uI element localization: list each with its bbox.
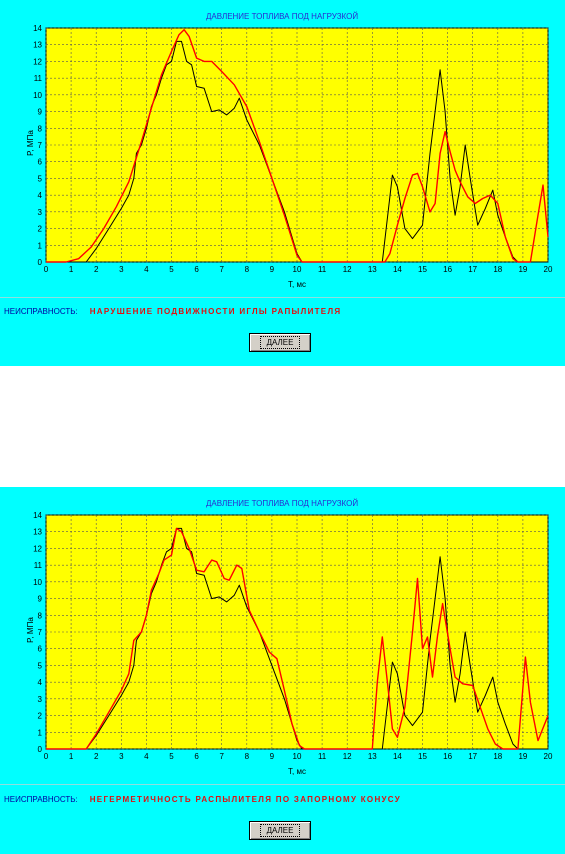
y-tick-label: 9 xyxy=(38,595,43,604)
x-tick-label: 19 xyxy=(518,752,527,761)
pressure-chart-1: ДАВЛЕНИЕ ТОПЛИВА ПОД НАГРУЗКОЙ P, МПа T,… xyxy=(26,12,553,289)
x-tick-label: 0 xyxy=(44,752,49,761)
x-tick-label: 11 xyxy=(318,752,327,761)
fault-label: НЕИСПРАВНОСТЬ: xyxy=(4,795,78,804)
x-tick-label: 8 xyxy=(245,752,250,761)
x-tick-label: 7 xyxy=(219,752,224,761)
x-axis-label: T, мс xyxy=(288,280,306,289)
fault-value: НАРУШЕНИЕ ПОДВИЖНОСТИ ИГЛЫ РАПЫЛИТЕЛЯ xyxy=(89,307,342,316)
x-tick-label: 10 xyxy=(293,752,302,761)
x-tick-label: 2 xyxy=(94,752,99,761)
y-tick-label: 6 xyxy=(38,158,43,167)
y-tick-label: 1 xyxy=(38,728,43,737)
next-button-label: ДАЛЕЕ xyxy=(259,336,301,349)
result-panel-1: ДАВЛЕНИЕ ТОПЛИВА ПОД НАГРУЗКОЙ P, МПа T,… xyxy=(0,0,565,366)
x-tick-label: 1 xyxy=(69,265,74,274)
y-tick-label: 0 xyxy=(38,745,43,754)
x-tick-label: 6 xyxy=(194,752,199,761)
x-tick-label: 13 xyxy=(368,752,377,761)
divider xyxy=(0,784,565,785)
chart-title: ДАВЛЕНИЕ ТОПЛИВА ПОД НАГРУЗКОЙ xyxy=(206,499,358,508)
result-panel-2: ДАВЛЕНИЕ ТОПЛИВА ПОД НАГРУЗКОЙ P, МПа T,… xyxy=(0,487,565,854)
x-tick-label: 16 xyxy=(443,265,452,274)
y-axis-label: P, МПа xyxy=(26,617,35,643)
x-tick-label: 18 xyxy=(493,752,502,761)
fault-row: НЕИСПРАВНОСТЬ: НЕГЕРМЕТИЧНОСТЬ РАСПЫЛИТЕЛ… xyxy=(4,795,401,804)
x-tick-label: 18 xyxy=(493,265,502,274)
x-tick-label: 13 xyxy=(368,265,377,274)
model-pressure-line xyxy=(46,527,549,750)
y-tick-label: 7 xyxy=(38,141,43,150)
x-tick-label: 7 xyxy=(219,265,224,274)
y-tick-label: 14 xyxy=(33,24,42,33)
fault-label: НЕИСПРАВНОСТЬ: xyxy=(4,307,78,316)
y-tick-label: 8 xyxy=(38,124,43,133)
y-tick-label: 12 xyxy=(33,57,42,66)
y-tick-label: 2 xyxy=(38,712,43,721)
x-tick-label: 20 xyxy=(544,265,553,274)
fault-row: НЕИСПРАВНОСТЬ: НАРУШЕНИЕ ПОДВИЖНОСТИ ИГЛЫ… xyxy=(4,307,341,316)
y-tick-label: 2 xyxy=(38,225,43,234)
x-tick-label: 5 xyxy=(169,752,174,761)
y-tick-label: 1 xyxy=(38,241,43,250)
x-axis-label: T, мс xyxy=(288,767,306,776)
x-tick-label: 4 xyxy=(144,752,149,761)
x-tick-label: 2 xyxy=(94,265,99,274)
x-tick-label: 9 xyxy=(270,265,275,274)
y-tick-label: 11 xyxy=(34,561,43,570)
y-tick-label: 4 xyxy=(38,191,43,200)
y-tick-label: 10 xyxy=(33,578,42,587)
x-tick-label: 3 xyxy=(119,752,124,761)
y-tick-label: 14 xyxy=(33,511,42,520)
x-tick-label: 1 xyxy=(69,752,74,761)
y-tick-label: 5 xyxy=(38,174,43,183)
x-tick-label: 17 xyxy=(468,752,477,761)
chart-title: ДАВЛЕНИЕ ТОПЛИВА ПОД НАГРУЗКОЙ xyxy=(206,12,358,21)
model-pressure-line xyxy=(46,29,549,263)
x-tick-label: 3 xyxy=(119,265,124,274)
x-tick-label: 0 xyxy=(44,265,49,274)
measured-pressure-line xyxy=(46,40,548,263)
y-axis-label: P, МПа xyxy=(26,130,35,156)
x-tick-label: 8 xyxy=(245,265,250,274)
next-button-label: ДАЛЕЕ xyxy=(259,824,301,837)
next-button[interactable]: ДАЛЕЕ xyxy=(249,333,311,352)
y-tick-label: 3 xyxy=(38,695,43,704)
y-tick-label: 7 xyxy=(38,628,43,637)
x-tick-label: 12 xyxy=(343,265,352,274)
y-tick-label: 9 xyxy=(38,108,43,117)
x-tick-label: 9 xyxy=(270,752,275,761)
y-tick-label: 6 xyxy=(38,645,43,654)
y-tick-label: 8 xyxy=(38,611,43,620)
x-tick-label: 20 xyxy=(544,752,553,761)
y-tick-label: 13 xyxy=(33,528,42,537)
x-tick-label: 4 xyxy=(144,265,149,274)
y-tick-label: 3 xyxy=(38,208,43,217)
x-tick-label: 11 xyxy=(318,265,327,274)
x-tick-label: 12 xyxy=(343,752,352,761)
x-tick-label: 10 xyxy=(293,265,302,274)
x-tick-label: 5 xyxy=(169,265,174,274)
y-tick-label: 10 xyxy=(33,91,42,100)
next-button[interactable]: ДАЛЕЕ xyxy=(249,821,311,840)
y-tick-label: 5 xyxy=(38,661,43,670)
fault-value: НЕГЕРМЕТИЧНОСТЬ РАСПЫЛИТЕЛЯ ПО ЗАПОРНОМУ… xyxy=(89,795,402,804)
x-tick-label: 19 xyxy=(518,265,527,274)
y-tick-label: 4 xyxy=(38,678,43,687)
pressure-chart-2: ДАВЛЕНИЕ ТОПЛИВА ПОД НАГРУЗКОЙ P, МПа T,… xyxy=(26,499,553,776)
x-tick-label: 6 xyxy=(194,265,199,274)
x-tick-label: 15 xyxy=(418,752,427,761)
x-tick-label: 14 xyxy=(393,752,402,761)
x-tick-label: 14 xyxy=(393,265,402,274)
y-tick-label: 13 xyxy=(33,41,42,50)
y-tick-label: 0 xyxy=(38,258,43,267)
y-tick-label: 11 xyxy=(34,74,43,83)
divider xyxy=(0,297,565,298)
y-tick-label: 12 xyxy=(33,544,42,553)
x-tick-label: 15 xyxy=(418,265,427,274)
x-tick-label: 17 xyxy=(468,265,477,274)
x-tick-label: 16 xyxy=(443,752,452,761)
